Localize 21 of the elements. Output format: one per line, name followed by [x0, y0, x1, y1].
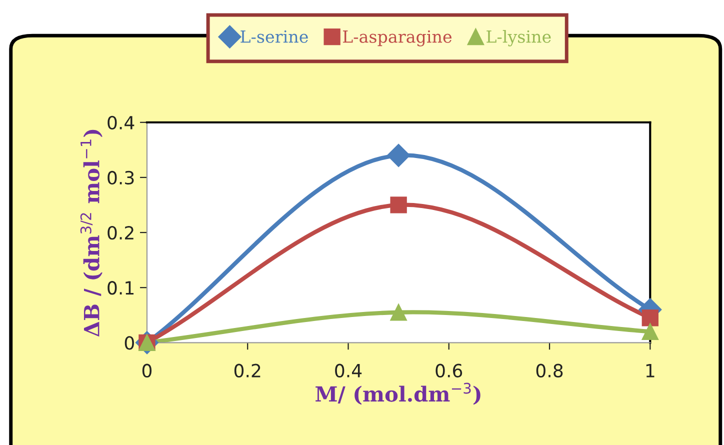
y-tick-label: 0.1 [108, 281, 134, 295]
y-axis-title: ΔB / (dm$^{3/2}$ mol$^{−1}$) [80, 130, 102, 337]
point [390, 196, 407, 214]
legend-label: L-lysine [486, 30, 551, 46]
legend-label: L-serine [240, 30, 308, 43]
x-tick-label: 0.6 [436, 364, 462, 378]
point [387, 144, 410, 167]
point [390, 304, 407, 321]
x-tick-label: 0.8 [536, 364, 563, 378]
x-axis-title: M/ (mol.dm$^{−3}$) [316, 382, 480, 405]
x-tick-label: 0.4 [335, 364, 362, 378]
y-tick-label: 0.3 [108, 170, 134, 185]
x-tick-label: 1 [646, 364, 654, 378]
x-tick-label: 0.2 [234, 364, 260, 378]
point [642, 310, 658, 326]
point [642, 323, 658, 340]
y-tick-label: 0.4 [108, 116, 134, 130]
legend-label: L-asparagine [342, 30, 452, 46]
x-tick-label: 0 [142, 364, 152, 378]
y-tick-label: 0 [124, 336, 134, 350]
y-tick-label: 0.2 [108, 226, 134, 240]
